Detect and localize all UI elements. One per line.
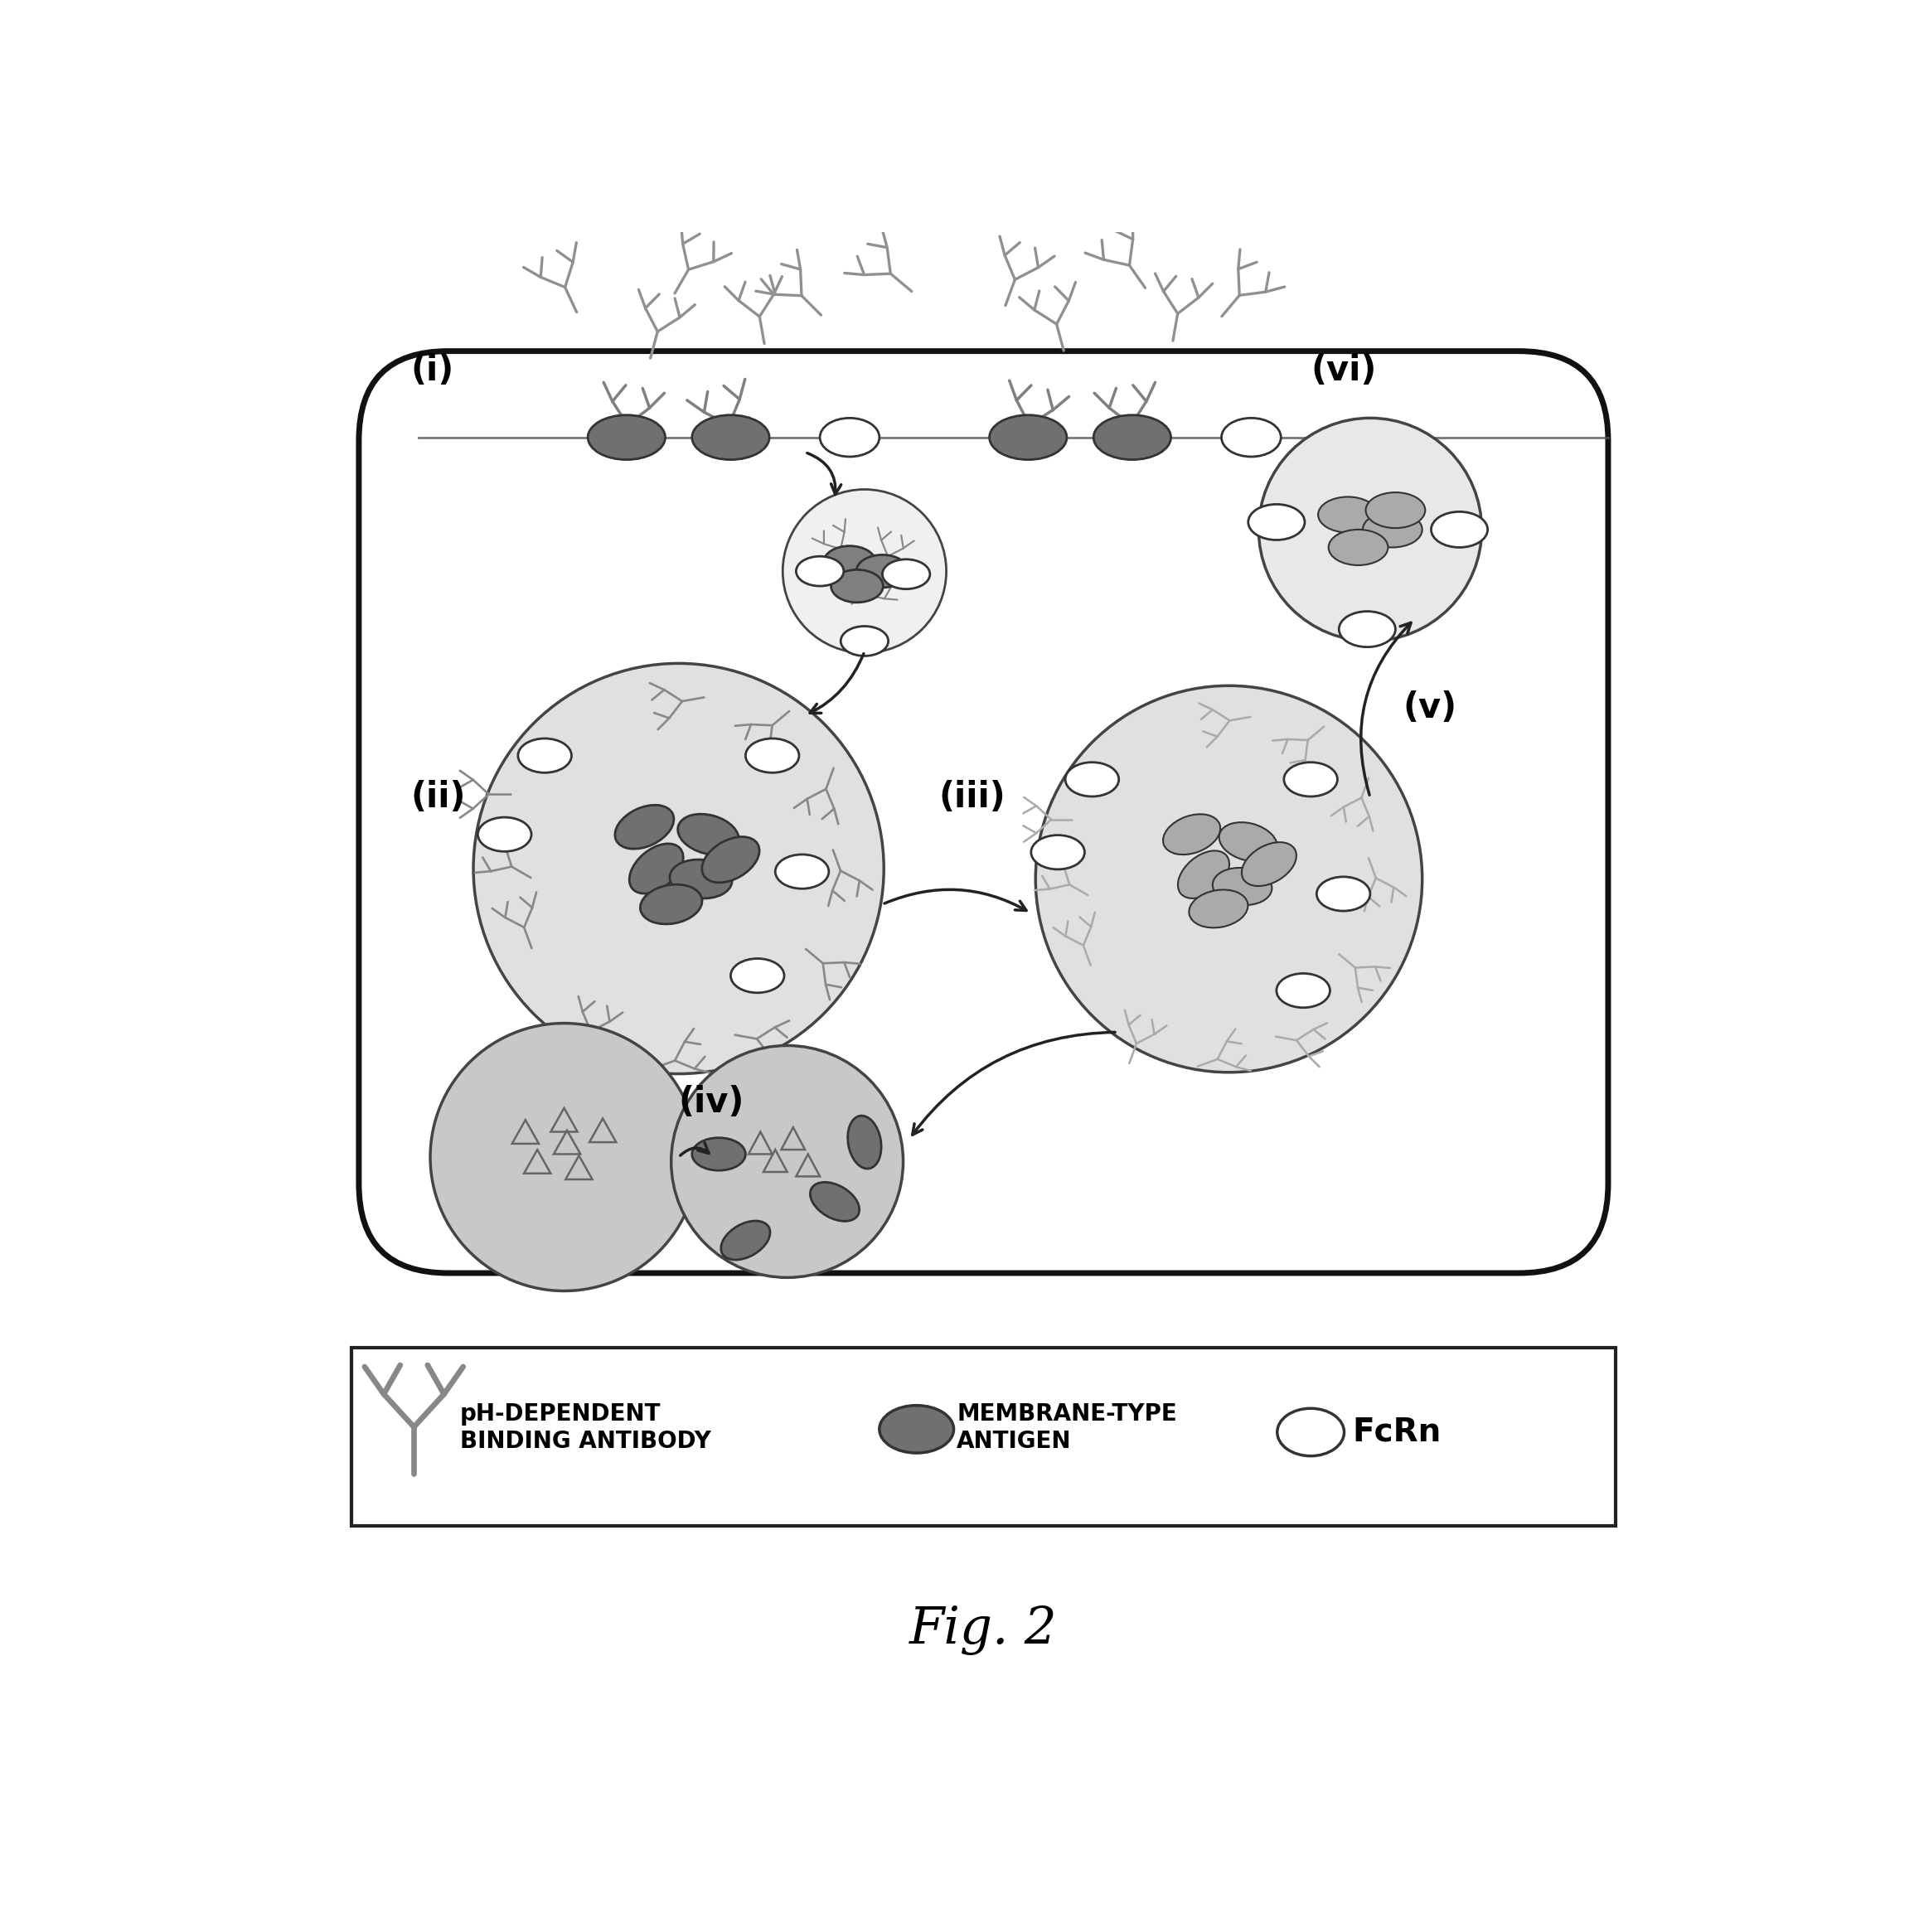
Text: MEMBRANE-TYPE
ANTIGEN: MEMBRANE-TYPE ANTIGEN <box>958 1403 1176 1453</box>
Ellipse shape <box>775 854 829 889</box>
Ellipse shape <box>1318 497 1378 533</box>
Ellipse shape <box>1190 891 1247 927</box>
Ellipse shape <box>518 738 572 773</box>
Ellipse shape <box>670 860 731 898</box>
Circle shape <box>1259 417 1481 641</box>
Ellipse shape <box>796 556 844 585</box>
FancyArrowPatch shape <box>885 889 1027 910</box>
Ellipse shape <box>693 1138 745 1171</box>
Ellipse shape <box>1094 415 1171 460</box>
Ellipse shape <box>819 417 879 456</box>
Circle shape <box>430 1024 699 1291</box>
Text: (i): (i) <box>411 354 455 388</box>
Text: (v): (v) <box>1403 690 1457 724</box>
Ellipse shape <box>1339 611 1395 647</box>
Ellipse shape <box>1366 493 1426 527</box>
Ellipse shape <box>677 813 739 854</box>
Ellipse shape <box>1328 529 1387 566</box>
Text: (vi): (vi) <box>1311 354 1376 388</box>
Ellipse shape <box>990 415 1067 460</box>
Ellipse shape <box>1247 504 1305 539</box>
Text: (ii): (ii) <box>411 781 466 815</box>
FancyArrowPatch shape <box>679 1144 708 1155</box>
Ellipse shape <box>587 415 666 460</box>
Text: (iii): (iii) <box>938 781 1006 815</box>
Ellipse shape <box>1163 813 1220 854</box>
Ellipse shape <box>1362 512 1422 547</box>
FancyArrowPatch shape <box>1361 622 1410 794</box>
Ellipse shape <box>810 1182 860 1221</box>
Ellipse shape <box>693 415 770 460</box>
FancyBboxPatch shape <box>359 352 1608 1273</box>
FancyArrowPatch shape <box>808 452 841 495</box>
Ellipse shape <box>879 1405 954 1453</box>
Ellipse shape <box>478 817 532 852</box>
Ellipse shape <box>1213 867 1272 904</box>
Ellipse shape <box>831 570 883 603</box>
Circle shape <box>783 489 946 653</box>
Circle shape <box>1036 686 1422 1072</box>
Ellipse shape <box>614 806 674 848</box>
Ellipse shape <box>823 547 875 578</box>
Text: pH-DEPENDENT
BINDING ANTIBODY: pH-DEPENDENT BINDING ANTIBODY <box>461 1403 712 1453</box>
FancyArrowPatch shape <box>912 1032 1115 1134</box>
Ellipse shape <box>702 837 760 883</box>
Ellipse shape <box>1031 835 1084 869</box>
Circle shape <box>474 663 885 1074</box>
Ellipse shape <box>629 844 683 893</box>
FancyBboxPatch shape <box>351 1347 1616 1526</box>
Ellipse shape <box>1222 417 1282 456</box>
Text: Fig. 2: Fig. 2 <box>910 1605 1057 1656</box>
Ellipse shape <box>745 738 798 773</box>
Circle shape <box>672 1045 904 1277</box>
Ellipse shape <box>1432 512 1487 547</box>
Ellipse shape <box>1242 842 1297 887</box>
Ellipse shape <box>1219 823 1278 862</box>
Ellipse shape <box>1278 1408 1343 1457</box>
Text: (iv): (iv) <box>679 1084 745 1119</box>
Ellipse shape <box>841 626 888 657</box>
Text: FcRn: FcRn <box>1353 1416 1441 1447</box>
Ellipse shape <box>1065 763 1119 796</box>
Ellipse shape <box>731 958 785 993</box>
Ellipse shape <box>848 1115 881 1169</box>
Ellipse shape <box>856 554 908 587</box>
Ellipse shape <box>1276 974 1330 1009</box>
Ellipse shape <box>1316 877 1370 912</box>
Ellipse shape <box>1178 850 1230 898</box>
Ellipse shape <box>641 885 702 923</box>
Ellipse shape <box>883 558 931 589</box>
FancyArrowPatch shape <box>810 653 864 713</box>
Ellipse shape <box>1284 763 1338 796</box>
Ellipse shape <box>722 1221 770 1260</box>
